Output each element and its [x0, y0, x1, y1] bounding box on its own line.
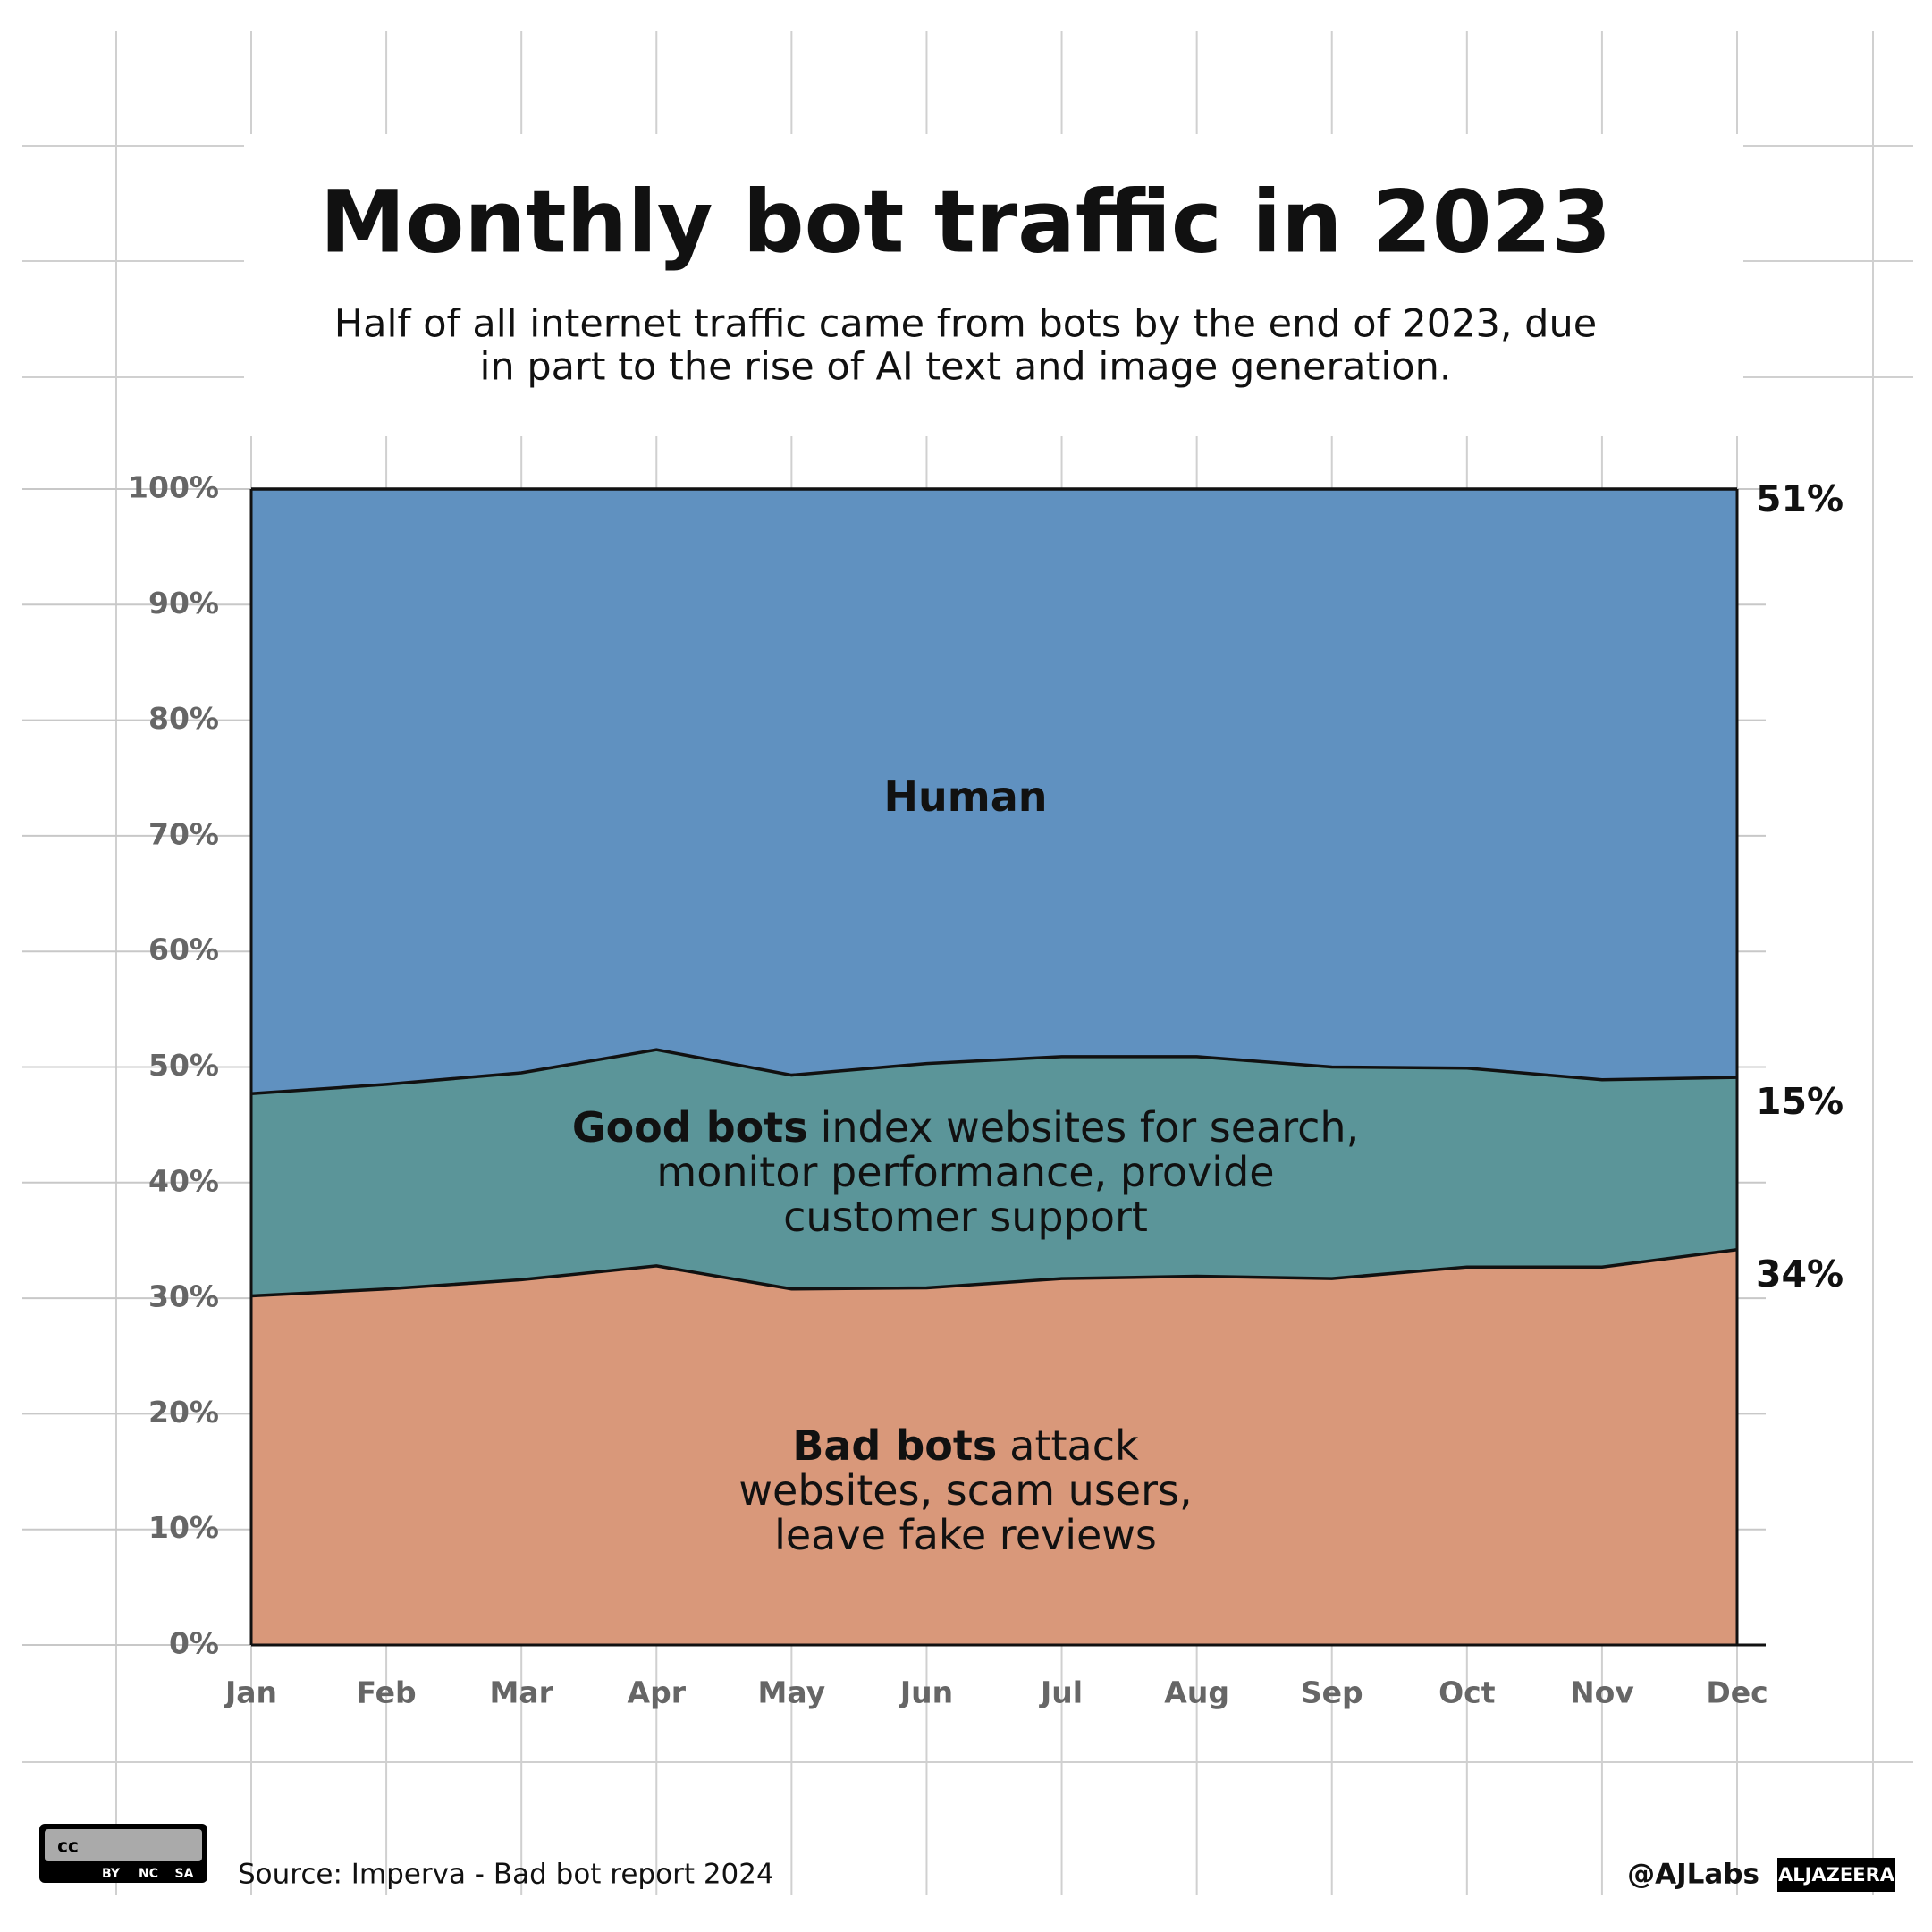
credit: @AJLabs — [1627, 1859, 1759, 1891]
x-tick-label: Oct — [1438, 1675, 1496, 1710]
chart-title: Monthly bot traffic in 2023 — [320, 172, 1611, 272]
x-tick-label: Dec — [1706, 1675, 1767, 1710]
y-tick-label: 30% — [148, 1279, 219, 1314]
y-tick-label: 80% — [148, 701, 219, 736]
value-label: 51% — [1756, 477, 1843, 520]
area — [251, 489, 1737, 1094]
y-tick-label: 10% — [148, 1510, 219, 1545]
x-tick-label: Jun — [899, 1675, 953, 1710]
y-tick-label: 100% — [128, 470, 219, 505]
area — [251, 1249, 1737, 1645]
x-tick-label: May — [758, 1675, 826, 1710]
area-label-text: index websites for search, — [821, 1103, 1360, 1152]
area-label-text: leave fake reviews — [774, 1511, 1157, 1559]
y-tick-label: 20% — [148, 1395, 219, 1430]
y-tick-label: 70% — [148, 816, 219, 851]
area-label-text: websites, scam users, — [738, 1466, 1192, 1514]
license-sa: SA — [175, 1867, 194, 1881]
license-badge: cc BY NC SA — [39, 1824, 207, 1883]
x-tick-label: Mar — [489, 1675, 553, 1710]
x-tick-label: Nov — [1570, 1675, 1634, 1710]
area — [251, 1050, 1737, 1296]
area-label: Bad bots attack websites, scam users, leave… — [738, 1422, 1192, 1559]
badge-top — [45, 1829, 202, 1861]
x-tick-label: Jul — [1039, 1675, 1083, 1710]
area-edge — [250, 1248, 1738, 1298]
area-edge — [250, 1048, 1738, 1095]
value-label: 15% — [1756, 1080, 1843, 1123]
title-backdrop — [244, 134, 1743, 436]
x-tick-label: Apr — [628, 1675, 687, 1710]
area-label-name: Human — [884, 772, 1048, 821]
area-label-text: customer support — [783, 1193, 1148, 1241]
value-label: 34% — [1756, 1253, 1843, 1295]
area-label: Human — [884, 772, 1048, 821]
license-cc: cc — [57, 1835, 79, 1857]
y-tick-label: 50% — [148, 1048, 219, 1083]
brand: ALJAZEERA — [1778, 1864, 1895, 1886]
license-nc: NC — [139, 1867, 158, 1881]
y-tick-label: 40% — [148, 1163, 219, 1198]
source: Source: Imperva - Bad bot report 2024 — [238, 1859, 774, 1891]
area-label: Good bots index websites for search, monit… — [572, 1103, 1359, 1241]
brand-box — [1777, 1858, 1895, 1892]
area-label-text: monitor performance, provide — [656, 1148, 1274, 1196]
subtitle: Half of all internet traffic came from b… — [334, 302, 1597, 347]
subtitle: in part to the rise of AI text and image… — [479, 345, 1451, 390]
x-tick-label: Aug — [1164, 1675, 1229, 1710]
license-by: BY — [102, 1867, 121, 1881]
area-label-name: Good bots — [572, 1103, 808, 1152]
area-label-text: attack — [1009, 1422, 1139, 1470]
x-tick-label: Feb — [356, 1675, 416, 1710]
y-tick-label: 0% — [169, 1626, 219, 1661]
y-tick-label: 90% — [148, 586, 219, 620]
x-tick-label: Jan — [224, 1675, 277, 1710]
y-tick-label: 60% — [148, 932, 219, 967]
x-tick-label: Sep — [1301, 1675, 1363, 1710]
area-label-name: Bad bots — [792, 1422, 997, 1470]
